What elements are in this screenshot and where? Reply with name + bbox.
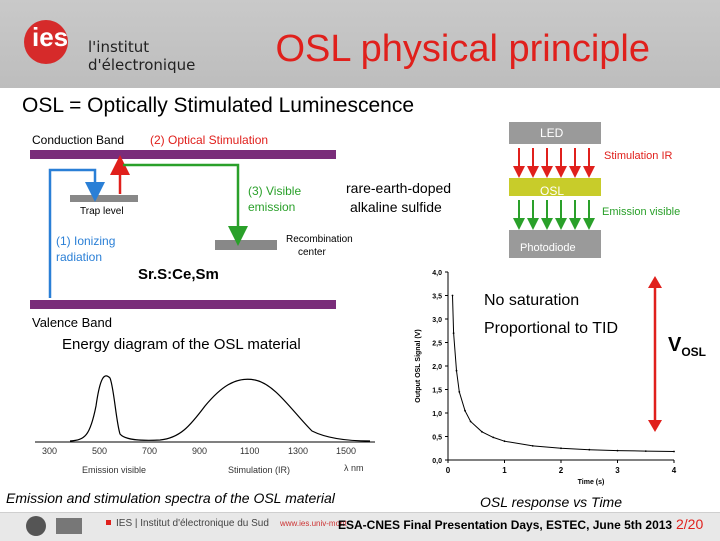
- energy-diagram-caption: Energy diagram of the OSL material: [62, 336, 301, 353]
- institute-line-1: l'institut: [88, 38, 150, 56]
- osl-definition: OSL = Optically Stimulated Luminescence: [22, 94, 414, 117]
- y-tick-label: 2,5: [432, 341, 442, 348]
- y-tick-label: 3,5: [432, 294, 442, 301]
- proportional-tid-text: Proportional to TID: [484, 320, 618, 337]
- osl-block: [509, 178, 601, 196]
- spectra-tick: 900: [192, 446, 208, 456]
- y-tick-label: 0,0: [432, 458, 442, 465]
- ies-logo: [24, 20, 68, 64]
- spectra-x-ticks: 300 500 700 900 1100 1300 1500: [30, 446, 356, 458]
- recombination-label-1: Recombination: [286, 234, 353, 245]
- spectra-caption: Emission and stimulation spectra of the …: [6, 490, 335, 506]
- conduction-band: [30, 150, 336, 159]
- energy-transitions: [48, 155, 277, 298]
- footer-bullet: [106, 520, 111, 525]
- spectra-emission-label: Emission visible: [82, 465, 147, 475]
- data-point: [451, 294, 454, 297]
- slide-header: [0, 0, 720, 88]
- y-tick-label: 3,0: [432, 317, 442, 324]
- spectra-tick: 1300: [288, 446, 309, 456]
- data-point: [458, 391, 461, 393]
- data-point: [492, 436, 495, 439]
- no-saturation-text: No saturation: [484, 292, 580, 309]
- spectra-tick: 1100: [240, 446, 260, 456]
- slide-title: OSL physical principle: [275, 28, 650, 70]
- y-tick-label: 4,0: [432, 270, 442, 277]
- spectra-tick: 300: [42, 446, 58, 456]
- y-tick-label: 1,0: [432, 411, 442, 418]
- vosl-main: V: [668, 334, 682, 356]
- emission-visible-label: Emission visible: [602, 206, 681, 218]
- valence-band: [30, 300, 336, 309]
- x-axis-label: Time (s): [578, 479, 605, 486]
- x-tick-label: 4: [672, 466, 677, 475]
- data-point: [503, 440, 506, 443]
- data-point: [588, 448, 591, 451]
- institute-line-2: d'électronique: [88, 56, 196, 74]
- photodiode-block: [509, 230, 601, 258]
- footer-org: IES | Institut d'électronique du Sud: [116, 518, 269, 529]
- led-block: [509, 122, 601, 144]
- vosl-sub: OSL: [681, 345, 707, 359]
- series-line-0: [452, 295, 675, 452]
- recombination-label-2: center: [298, 247, 326, 258]
- conduction-band-label: Conduction Band: [32, 133, 125, 147]
- material-note-1: rare-earth-doped: [346, 180, 452, 196]
- data-point: [469, 420, 472, 423]
- spectra-unit: λ nm: [344, 463, 364, 473]
- ionizing-radiation-label-1: (1) Ionizing: [56, 234, 116, 248]
- spectra-tick: 700: [142, 446, 158, 456]
- visible-emission-label-2: emission: [248, 200, 296, 214]
- x-tick-label: 0: [446, 466, 451, 475]
- recombination-center-bar: [215, 240, 277, 250]
- trap-level-bar: [70, 195, 138, 202]
- data-point: [616, 449, 619, 452]
- data-point: [452, 332, 455, 334]
- cnrs-logo: [26, 516, 46, 536]
- optical-stimulation-label: (2) Optical Stimulation: [150, 133, 269, 147]
- institute-name: l'institut d'électronique: [88, 38, 195, 74]
- page-number: 2/20: [676, 516, 704, 532]
- trap-level-label: Trap level: [80, 206, 124, 217]
- footer-event: ESA-CNES Final Presentation Days, ESTEC,…: [338, 518, 673, 532]
- footer-url[interactable]: www.ies.univ-mont: [280, 519, 347, 528]
- vosl-arrow: [648, 276, 662, 432]
- data-point: [560, 447, 562, 450]
- valence-band-label: Valence Band: [32, 315, 112, 330]
- ionizing-radiation-label-2: radiation: [56, 250, 103, 264]
- y-tick-label: 1,5: [432, 388, 442, 395]
- x-tick-label: 2: [559, 466, 564, 475]
- led-label: LED: [540, 126, 564, 140]
- logo-text: ies: [32, 22, 69, 52]
- osl-device-schematic: [509, 122, 601, 258]
- spectra-tick: 500: [92, 446, 108, 456]
- osl-response-caption: OSL response vs Time: [480, 494, 623, 510]
- um2-logo: [56, 518, 82, 534]
- spectra-plot: [35, 375, 375, 443]
- slide-footer: [0, 512, 720, 541]
- y-tick-label: 0,5: [432, 435, 442, 442]
- stimulation-ir-label: Stimulation IR: [604, 150, 673, 162]
- data-point: [481, 430, 483, 433]
- photodiode-label: Photodiode: [520, 242, 576, 254]
- visible-emission-label-1: (3) Visible: [248, 184, 302, 198]
- y-tick-label: 2,0: [432, 364, 442, 371]
- vosl-label: VOSL: [668, 334, 706, 359]
- data-point: [531, 445, 534, 447]
- material-formula: Sr.S:Ce,Sm: [138, 266, 219, 283]
- osl-label: OSL: [540, 184, 565, 198]
- data-point: [464, 409, 466, 412]
- spectra-stimulation-label: Stimulation (IR): [228, 465, 291, 475]
- material-note-2: alkaline sulfide: [350, 199, 442, 215]
- x-tick-label: 3: [615, 466, 620, 475]
- osl-response-chart: 0,0 0,5 1,0 1,5 2,0 2,5 3,0 3,5 4,0 0 1 2 3 4 Time (s)…: [415, 270, 677, 486]
- spectra-tick: 1500: [336, 446, 357, 456]
- data-point: [455, 369, 458, 372]
- data-point: [644, 450, 647, 452]
- data-point: [673, 450, 675, 453]
- x-tick-label: 1: [502, 466, 507, 475]
- y-axis-label: Output OSL Signal (V): [415, 329, 422, 402]
